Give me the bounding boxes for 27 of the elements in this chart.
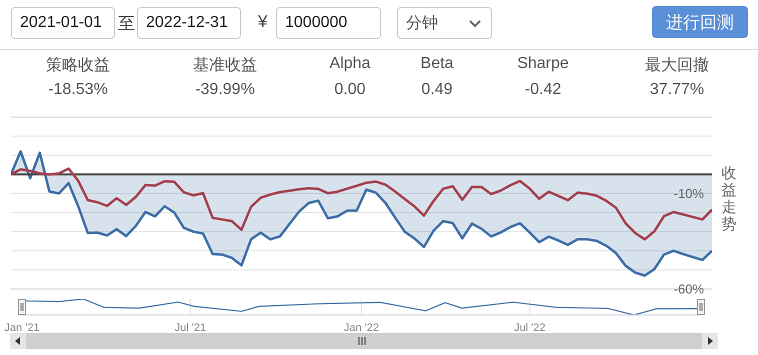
text: 2022-12-31 [137, 7, 241, 39]
x-tick-label: Jul '21 [174, 322, 206, 334]
y-tick-label: -10% [674, 186, 704, 202]
category-label: 基准收益 [192, 56, 258, 76]
text: -18.53% [48, 81, 108, 98]
text: ¥ [258, 12, 268, 32]
x-tick-label: Jan '21 [4, 322, 40, 334]
text: 0.49 [421, 81, 453, 98]
text: -0.42 [524, 81, 562, 98]
category-label: Alpha [328, 55, 372, 73]
category-label: 最大回撤 [644, 56, 710, 76]
text: 进行回测 [652, 6, 748, 38]
text: -39.99% [195, 81, 255, 98]
category-label: 策略收益 [45, 56, 111, 76]
text: 2021-01-01 [11, 7, 115, 39]
y-axis-title: 收益走势 [720, 165, 738, 233]
category-label: Sharpe [516, 55, 570, 73]
category-label: Beta [420, 55, 454, 73]
x-tick-label: Jul '22 [514, 322, 546, 334]
x-tick-label: Jan '22 [344, 322, 380, 334]
line-series [11, 167, 712, 241]
text: 分钟 [397, 7, 492, 39]
text: 37.77% [650, 81, 704, 98]
y-tick-label: -60% [674, 282, 704, 297]
text: 0.00 [334, 81, 366, 98]
text: 1000000 [276, 7, 381, 39]
text: 至 [118, 13, 135, 35]
